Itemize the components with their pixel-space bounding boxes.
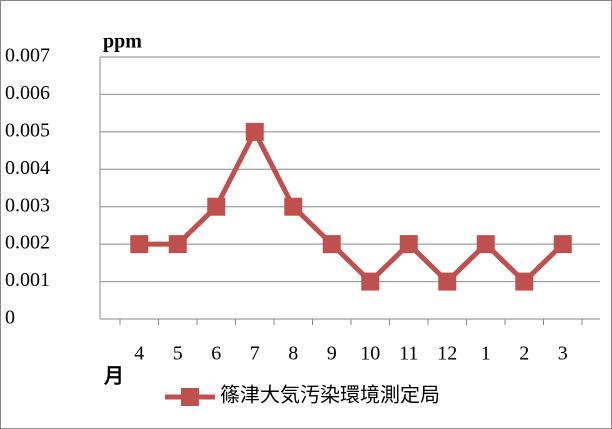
x-tick-label: 1 — [481, 343, 491, 365]
data-point — [245, 122, 264, 141]
data-point — [322, 235, 341, 254]
data-point — [207, 197, 226, 216]
data-point — [553, 235, 572, 254]
x-tick-label: 7 — [250, 343, 260, 365]
data-point — [168, 235, 187, 254]
data-point — [438, 272, 457, 291]
data-point — [476, 235, 495, 254]
x-tick-label: 12 — [437, 343, 457, 365]
data-point — [399, 235, 418, 254]
x-axis-label: 月 — [103, 366, 124, 388]
y-tick-label: 0.002 — [5, 232, 50, 254]
y-tick-label: 0 — [5, 307, 15, 329]
x-tick-label: 4 — [134, 343, 144, 365]
x-tick-label: 10 — [360, 343, 380, 365]
data-point — [515, 272, 534, 291]
legend-label: 篠津大気汚染環境測定局 — [220, 384, 440, 407]
y-tick-label: 0.004 — [5, 157, 50, 179]
x-tick-label: 8 — [288, 343, 298, 365]
x-tick-label: 6 — [211, 343, 221, 365]
x-tick-label: 5 — [173, 343, 183, 365]
legend-marker — [181, 388, 199, 406]
x-tick-label: 2 — [519, 343, 529, 365]
y-tick-label: 0.006 — [5, 82, 50, 104]
x-tick-label: 11 — [399, 343, 418, 365]
y-axis-label: ppm — [103, 31, 142, 53]
data-point — [284, 197, 303, 216]
y-tick-label: 0.001 — [5, 269, 50, 291]
y-tick-label: 0.005 — [5, 119, 50, 141]
x-tick-label: 9 — [327, 343, 337, 365]
y-tick-label: 0.003 — [5, 194, 50, 216]
data-point — [361, 272, 380, 291]
x-tick-label: 3 — [558, 343, 568, 365]
data-point — [130, 235, 149, 254]
y-tick-label: 0.007 — [5, 45, 50, 67]
